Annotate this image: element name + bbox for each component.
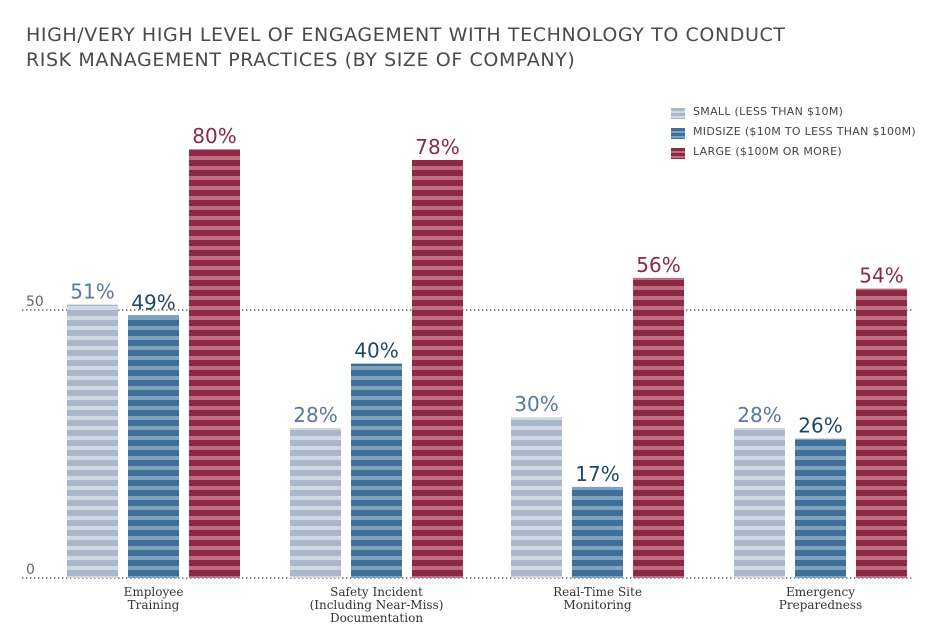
value-label-series1-cat3: 26%	[798, 414, 842, 438]
chart-title-line-1: HIGH/VERY HIGH LEVEL OF ENGAGEMENT WITH …	[26, 24, 786, 46]
value-label-series2-cat1: 78%	[415, 135, 459, 159]
bar-series0-cat2	[511, 417, 562, 578]
y-tick-0: 0	[26, 562, 35, 578]
category-label-1-line0: Safety Incident	[330, 585, 423, 599]
bar-series1-cat0	[128, 315, 179, 578]
category-label-3-line0: Emergency	[786, 585, 855, 599]
bar-series2-cat3	[856, 288, 907, 578]
category-label-2-line0: Real-Time Site	[553, 585, 642, 599]
bar-series0-cat0	[67, 304, 118, 578]
y-tick-50: 50	[26, 294, 44, 310]
value-label-series2-cat2: 56%	[636, 253, 680, 277]
bar-series1-cat1	[351, 363, 402, 578]
bar-series2-cat1	[412, 159, 463, 579]
value-label-series0-cat2: 30%	[514, 392, 558, 416]
category-label-3-line1: Preparedness	[779, 598, 862, 612]
legend-label-large: LARGE ($100M OR MORE)	[693, 145, 842, 158]
legend-label-small: SMALL (LESS THAN $10M)	[693, 105, 844, 118]
bar-series2-cat0	[189, 149, 240, 578]
legend-swatch-small	[671, 108, 685, 119]
bar-series0-cat1	[290, 427, 341, 578]
category-label-0-line1: Training	[128, 598, 180, 612]
legend-swatch-midsize	[671, 128, 685, 139]
legend-swatch-large	[671, 148, 685, 159]
value-label-series1-cat0: 49%	[131, 290, 175, 314]
category-label-2-line1: Monitoring	[563, 598, 631, 612]
legend-label-midsize: MIDSIZE ($10M TO LESS THAN $100M)	[693, 125, 917, 138]
value-label-series1-cat2: 17%	[575, 462, 619, 486]
bar-series1-cat3	[795, 438, 846, 578]
category-label-0-line0: Employee	[124, 585, 184, 599]
category-label-1-line1: (Including Near-Miss)	[310, 598, 444, 612]
bar-series0-cat3	[734, 427, 785, 578]
value-label-series1-cat1: 40%	[354, 339, 398, 363]
value-label-series2-cat0: 80%	[192, 124, 236, 148]
value-label-series0-cat0: 51%	[70, 280, 114, 304]
chart-title-line-2: RISK MANAGEMENT PRACTICES (BY SIZE OF CO…	[26, 49, 576, 71]
bar-series2-cat2	[633, 277, 684, 578]
value-label-series0-cat1: 28%	[293, 403, 337, 427]
bar-series1-cat2	[572, 486, 623, 578]
category-label-1-line2: Documentation	[330, 611, 423, 625]
value-label-series2-cat3: 54%	[859, 264, 903, 288]
value-label-series0-cat3: 28%	[737, 403, 781, 427]
